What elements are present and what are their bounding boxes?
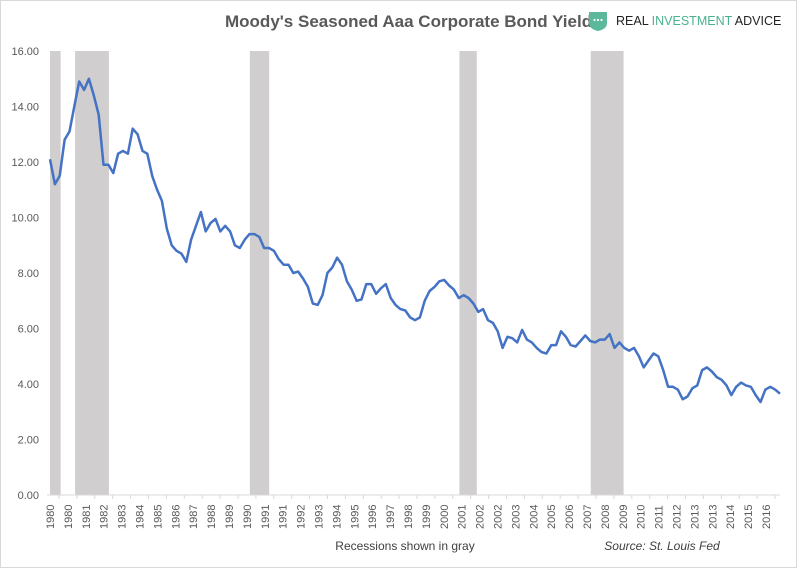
recessions-note: Recessions shown in gray <box>335 539 474 553</box>
x-tick-label: 1982 <box>99 505 111 529</box>
x-tick-label: 1999 <box>421 505 433 529</box>
x-tick-label: 1984 <box>135 505 147 529</box>
logo-text-real: REAL <box>616 14 652 28</box>
recession-band <box>50 51 61 495</box>
x-tick-label: 2010 <box>636 505 648 529</box>
x-tick-label: 2016 <box>761 505 773 529</box>
y-tick-label: 2.00 <box>18 435 39 447</box>
y-tick-label: 4.00 <box>18 379 39 391</box>
x-tick-label: 1995 <box>349 505 361 529</box>
y-tick-label: 8.00 <box>18 268 39 280</box>
y-tick-label: 0.00 <box>18 490 39 502</box>
x-tick-label: 1990 <box>242 505 254 529</box>
logo-text-advice: ADVICE <box>732 14 782 28</box>
x-tick-label: 2002 <box>493 505 505 529</box>
x-tick-label: 2015 <box>743 505 755 529</box>
logo-text-investment: INVESTMENT <box>651 14 733 28</box>
x-tick-label: 2012 <box>672 505 684 529</box>
x-tick-label: 1991 <box>278 505 290 529</box>
x-tick-label: 2006 <box>564 505 576 529</box>
x-tick-label: 2004 <box>528 505 540 529</box>
x-tick-label: 1991 <box>260 505 272 529</box>
x-tick-label: 1994 <box>331 505 343 529</box>
recession-band <box>249 51 270 495</box>
x-tick-label: 1981 <box>81 505 93 529</box>
x-tick-label: 1998 <box>403 505 415 529</box>
recession-band <box>75 51 109 495</box>
x-tick-label: 2002 <box>475 505 487 529</box>
x-tick-label: 2007 <box>582 505 594 529</box>
y-tick-label: 16.00 <box>11 46 39 58</box>
x-tick-label: 2011 <box>654 505 666 529</box>
x-tick-label: 2013 <box>707 505 719 529</box>
x-tick-label: 1989 <box>224 505 236 529</box>
x-tick-label: 2001 <box>457 505 469 529</box>
x-tick-label: 1993 <box>314 505 326 529</box>
recession-band <box>590 51 624 495</box>
x-tick-label: 1983 <box>117 505 129 529</box>
x-tick-label: 2014 <box>725 505 737 529</box>
brand-logo: REAL INVESTMENT ADVICE <box>588 10 781 32</box>
x-tick-label: 1996 <box>367 505 379 529</box>
x-tick-label: 2003 <box>510 505 522 529</box>
x-tick-label: 1985 <box>152 505 164 529</box>
x-tick-label: 1986 <box>170 505 182 529</box>
x-tick-label: 2005 <box>546 505 558 529</box>
x-tick-label: 1980 <box>63 505 75 529</box>
y-tick-label: 12.00 <box>11 157 39 169</box>
chart-title: Moody's Seasoned Aaa Corporate Bond Yiel… <box>225 12 593 31</box>
y-tick-label: 10.00 <box>11 213 39 225</box>
x-tick-label: 1980 <box>45 505 57 529</box>
x-tick-label: 1988 <box>206 505 218 529</box>
x-tick-label: 1987 <box>188 505 200 529</box>
source-note: Source: St. Louis Fed <box>604 539 720 553</box>
x-tick-label: 1997 <box>385 505 397 529</box>
x-tick-label: 1992 <box>296 505 308 529</box>
shield-logo-icon <box>589 12 607 31</box>
x-tick-label: 2009 <box>618 505 630 529</box>
x-tick-label: 2008 <box>600 505 612 529</box>
y-tick-label: 6.00 <box>18 324 39 336</box>
y-tick-label: 14.00 <box>11 102 39 114</box>
x-tick-label: 2000 <box>439 505 451 529</box>
x-tick-label: 2013 <box>689 505 701 529</box>
series-line-aaa-yield <box>48 77 781 404</box>
recession-band <box>459 51 477 495</box>
